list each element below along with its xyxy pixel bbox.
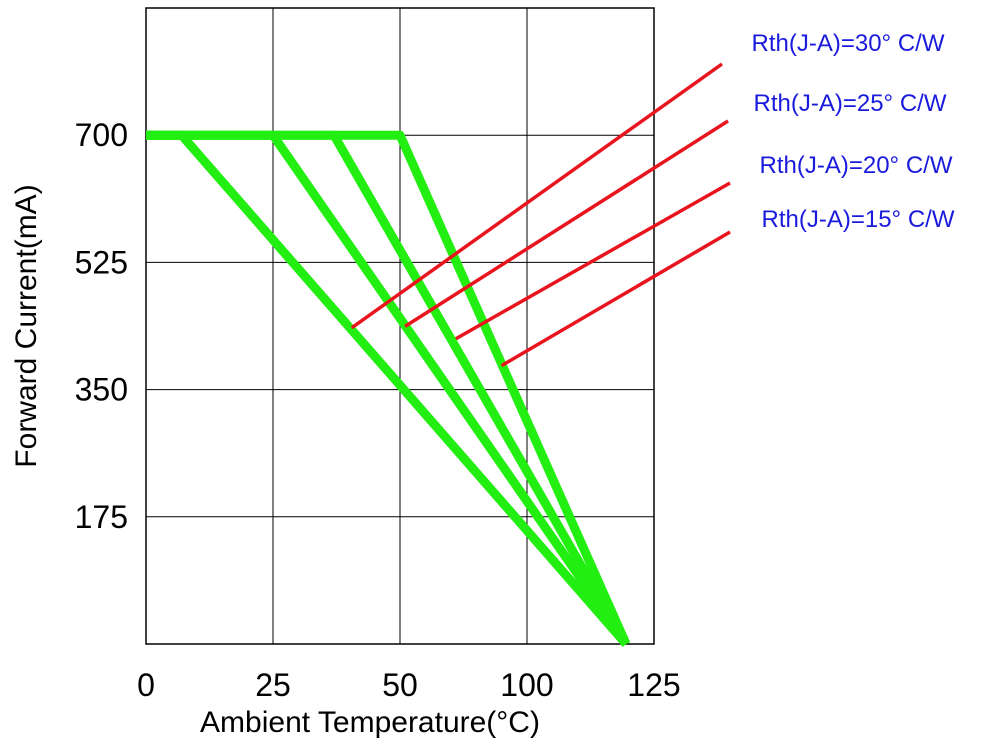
annotation-leaders bbox=[350, 62, 731, 368]
annotation-labels: Rth(J-A)=30° C/W Rth(J-A)=25° C/W Rth(J-A)… bbox=[752, 30, 955, 233]
y-tick-label: 525 bbox=[75, 244, 128, 280]
series-line-4 bbox=[146, 130, 631, 646]
x-tick-labels: 0 25 50 100 125 bbox=[137, 667, 681, 703]
annotation-label-1: Rth(J-A)=30° C/W bbox=[752, 30, 945, 57]
annotation-leader-2 bbox=[404, 119, 729, 328]
x-tick-label: 25 bbox=[255, 667, 291, 703]
x-axis-label: Ambient Temperature(°C) bbox=[200, 706, 540, 739]
annotation-label-2: Rth(J-A)=25° C/W bbox=[754, 90, 947, 117]
annotation-label-4: Rth(J-A)=15° C/W bbox=[762, 206, 955, 233]
series-group bbox=[146, 130, 631, 647]
y-tick-label: 350 bbox=[75, 372, 128, 408]
y-axis-label: Forward Current(mA) bbox=[10, 184, 43, 467]
x-tick-label: 100 bbox=[500, 667, 553, 703]
annotation-label-3: Rth(J-A)=20° C/W bbox=[760, 152, 953, 179]
annotation-leader-4 bbox=[500, 230, 731, 368]
y-tick-labels: 175 350 525 700 bbox=[75, 117, 128, 535]
y-tick-label: 175 bbox=[75, 499, 128, 535]
plot-frame bbox=[145, 7, 655, 645]
annotation-leader-3 bbox=[455, 181, 731, 341]
annotation-leader-1 bbox=[350, 62, 724, 330]
y-tick-label: 700 bbox=[75, 117, 128, 153]
x-tick-label: 0 bbox=[137, 667, 155, 703]
x-tick-label: 125 bbox=[627, 667, 680, 703]
x-tick-label: 50 bbox=[382, 667, 418, 703]
